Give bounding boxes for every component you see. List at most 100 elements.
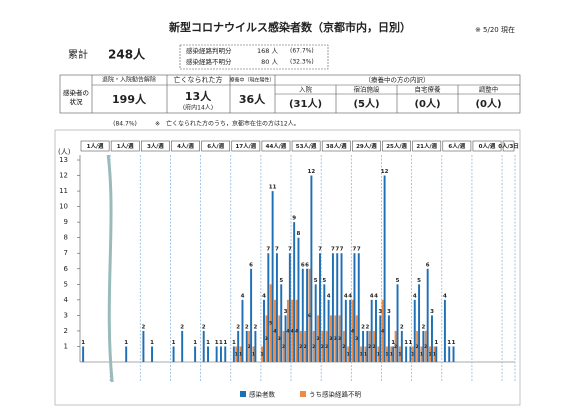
value-label: 2	[394, 344, 397, 350]
row-header: 感染者の状況	[63, 89, 89, 106]
week-box	[140, 140, 170, 152]
bar	[390, 346, 393, 362]
bar	[360, 346, 363, 362]
bar	[433, 346, 436, 362]
value-label: 2	[202, 324, 206, 330]
value-label: 6	[308, 313, 311, 319]
value-label: 2	[312, 344, 315, 350]
bar	[452, 346, 455, 362]
week-box	[110, 140, 140, 152]
bar	[327, 299, 330, 362]
bar	[422, 330, 425, 362]
y-tick-label: 5	[64, 280, 68, 288]
value-label: 7	[340, 247, 344, 253]
week-box	[80, 140, 110, 152]
bar	[274, 299, 276, 362]
y-tick-label: 2	[64, 327, 68, 335]
value-label: 1	[385, 352, 388, 358]
value-label: 7	[288, 247, 292, 253]
legend-swatch	[300, 391, 306, 397]
bar	[331, 253, 334, 362]
bar	[239, 346, 242, 362]
bar	[245, 330, 248, 362]
value-label: 2	[368, 344, 371, 350]
bar	[284, 315, 287, 362]
value-label: 2	[299, 344, 302, 350]
value-label: 1	[206, 340, 210, 346]
bar	[387, 315, 390, 362]
value-label: 2	[236, 324, 240, 330]
bar	[82, 346, 85, 362]
bar	[269, 284, 272, 362]
bar	[275, 253, 278, 362]
value-label: 1	[215, 340, 219, 346]
bar	[280, 284, 283, 362]
value-label: 1	[434, 340, 438, 346]
value-label: 7	[335, 247, 339, 253]
bar	[151, 346, 154, 362]
value-label: 4	[351, 328, 354, 334]
bar	[386, 346, 388, 362]
value-label: 1	[428, 352, 431, 358]
value-label: 6	[249, 262, 253, 268]
bar	[295, 299, 298, 362]
route-label: 感染経路判明分	[186, 46, 232, 55]
group-value: (31人)	[289, 97, 322, 110]
bar	[319, 253, 321, 362]
value-label: 1	[235, 352, 238, 358]
value-label: 1	[347, 352, 350, 358]
bar	[325, 330, 328, 362]
value-label: 4	[413, 293, 417, 299]
week-label: 0人/3日	[498, 142, 519, 150]
group-value: (0人)	[414, 97, 440, 110]
week-box	[171, 140, 200, 152]
week-label: 25人/週	[386, 142, 407, 150]
value-label: 2	[253, 324, 257, 330]
value-label: 5	[279, 278, 283, 284]
bar	[429, 346, 432, 362]
value-label: 1	[364, 352, 367, 358]
value-label: 1	[239, 352, 242, 358]
value-label: 7	[275, 247, 279, 253]
bar	[431, 315, 433, 362]
value-label: 7	[318, 247, 322, 253]
value-label: 4	[327, 293, 331, 299]
col-value: 36人	[239, 92, 266, 106]
bar	[435, 346, 438, 362]
week-box	[291, 140, 321, 152]
col-head: 療養中（現在陽性）	[229, 77, 274, 84]
value-label: 3	[338, 336, 341, 342]
value-label: 1	[398, 352, 401, 358]
week-label: 21人/週	[416, 142, 437, 150]
value-label: 2	[365, 324, 369, 330]
week-box	[231, 140, 261, 152]
value-label: 1	[411, 352, 414, 358]
value-label: 3	[430, 309, 434, 315]
bar	[321, 330, 324, 362]
y-tick-label: 1	[64, 342, 68, 350]
y-tick-label: 13	[59, 156, 68, 164]
bar	[254, 330, 257, 362]
y-tick-label: 9	[64, 218, 68, 226]
bar	[353, 253, 356, 362]
value-label: 1	[360, 352, 363, 358]
value-label: 4	[291, 328, 294, 334]
value-label: 5	[322, 278, 326, 284]
week-label: 17人/週	[235, 142, 256, 150]
bar	[194, 346, 197, 362]
value-label: 2	[342, 344, 345, 350]
chart-frame	[54, 129, 521, 406]
value-label: 1	[232, 340, 236, 346]
week-label: 38人/週	[326, 142, 347, 150]
week-label: 6人/週	[448, 142, 465, 150]
group-value: (5人)	[353, 97, 379, 110]
week-box	[502, 140, 515, 152]
col-head: 退院・入院勧告解除	[102, 76, 156, 84]
value-label: 8	[297, 231, 301, 237]
value-label: 2	[400, 324, 404, 330]
bar	[364, 346, 367, 362]
week-label: 0人/週	[479, 142, 496, 150]
bar	[181, 330, 184, 362]
col-value: 13人	[185, 89, 212, 103]
